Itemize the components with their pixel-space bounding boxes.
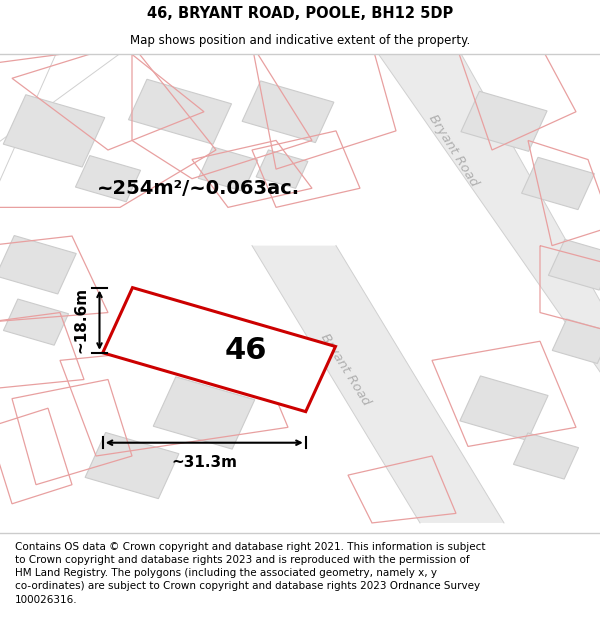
Polygon shape — [256, 150, 308, 188]
Polygon shape — [460, 376, 548, 441]
Polygon shape — [372, 45, 600, 389]
Polygon shape — [0, 236, 76, 294]
Polygon shape — [103, 288, 335, 412]
Polygon shape — [198, 147, 258, 191]
Polygon shape — [128, 79, 232, 144]
Text: Bryant Road: Bryant Road — [317, 332, 373, 408]
Polygon shape — [252, 246, 504, 523]
Polygon shape — [514, 433, 578, 479]
Text: 46: 46 — [225, 336, 267, 365]
Polygon shape — [3, 95, 105, 167]
Polygon shape — [4, 299, 68, 345]
Polygon shape — [552, 319, 600, 364]
Text: Contains OS data © Crown copyright and database right 2021. This information is : Contains OS data © Crown copyright and d… — [15, 542, 485, 604]
Text: ~18.6m: ~18.6m — [74, 287, 89, 353]
Polygon shape — [153, 377, 255, 449]
Polygon shape — [548, 239, 600, 290]
Text: ~31.3m: ~31.3m — [171, 454, 237, 469]
Text: Bryant Road: Bryant Road — [425, 112, 481, 188]
Polygon shape — [76, 156, 140, 202]
Text: 46, BRYANT ROAD, POOLE, BH12 5DP: 46, BRYANT ROAD, POOLE, BH12 5DP — [147, 6, 453, 21]
Polygon shape — [85, 432, 179, 499]
Polygon shape — [521, 158, 595, 209]
Polygon shape — [242, 81, 334, 142]
Text: ~254m²/~0.063ac.: ~254m²/~0.063ac. — [97, 179, 299, 198]
Polygon shape — [461, 91, 547, 151]
Text: Map shows position and indicative extent of the property.: Map shows position and indicative extent… — [130, 34, 470, 48]
